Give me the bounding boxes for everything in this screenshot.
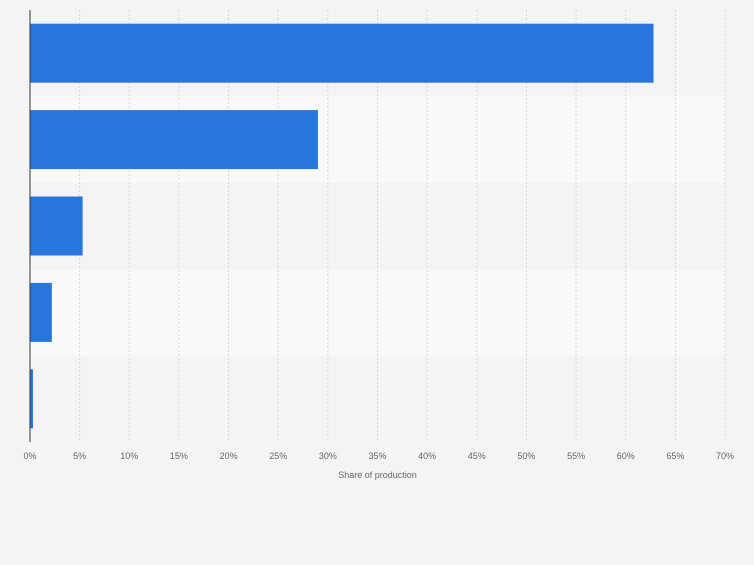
x-tick-label: 70% bbox=[716, 451, 734, 461]
x-tick-label: 5% bbox=[73, 451, 86, 461]
x-tick-label: 60% bbox=[617, 451, 635, 461]
x-tick-label: 45% bbox=[468, 451, 486, 461]
bar[interactable] bbox=[30, 282, 52, 342]
x-tick-label: 55% bbox=[567, 451, 585, 461]
bar[interactable] bbox=[30, 110, 318, 170]
bars bbox=[30, 23, 654, 429]
x-tick-label: 50% bbox=[517, 451, 535, 461]
bar[interactable] bbox=[30, 23, 654, 83]
x-tick-labels: 0% 5% 10% 15% 20% 25% 30% 35% 40% 45% 50% 55% 60% 65%… bbox=[23, 451, 734, 461]
x-tick-label: 25% bbox=[269, 451, 287, 461]
x-tick-label: 15% bbox=[170, 451, 188, 461]
x-tick-label: 20% bbox=[220, 451, 238, 461]
x-tick-label: 40% bbox=[418, 451, 436, 461]
x-tick-label: 0% bbox=[23, 451, 36, 461]
x-tick-label: 30% bbox=[319, 451, 337, 461]
bar[interactable] bbox=[30, 369, 33, 429]
x-tick-label: 10% bbox=[120, 451, 138, 461]
x-axis-label: Share of production bbox=[338, 470, 417, 480]
x-tick-label: 35% bbox=[368, 451, 386, 461]
x-tick-label: 65% bbox=[666, 451, 684, 461]
bar[interactable] bbox=[30, 196, 83, 256]
